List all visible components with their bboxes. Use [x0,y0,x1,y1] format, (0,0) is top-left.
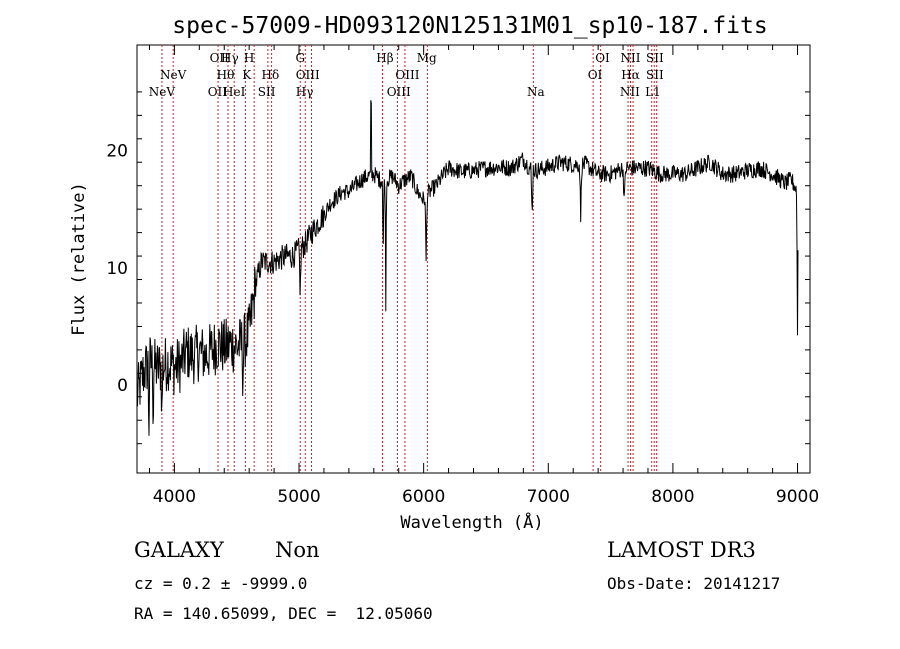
marker-label: Hγ [296,85,314,99]
survey-label: LAMOST DR3 [607,538,756,562]
x-axis: 4000 5000 6000 7000 8000 9000 [148,45,819,507]
x-tick-label: 6000 [402,487,445,507]
y-tick-label: 0 [117,376,128,396]
marker-label: NeV [149,85,176,99]
marker-label: HeI [223,85,246,99]
spectrum-chart: spec-57009-HD093120N125131M01_sp10-187.f… [69,13,819,533]
marker-label: H [244,51,254,65]
marker-label: K [242,68,252,82]
y-axis: 0 10 20 [106,91,810,445]
marker-label: OIII [296,68,320,82]
marker-label: G [295,51,305,65]
x-tick-label: 4000 [153,487,196,507]
marker-label: NII [620,85,640,99]
marker-label: Mg [417,51,437,65]
marker-label: SII [646,68,664,82]
class-label: GALAXY [134,538,224,562]
x-tick-label: 9000 [776,487,819,507]
redshift-line: cz = 0.2 ± -9999.0 [134,574,308,593]
x-axis-label: Wavelength (Å) [400,511,543,533]
x-tick-label: 8000 [651,487,694,507]
marker-label: NII [621,51,641,65]
marker-label: SII [258,85,276,99]
marker-label: SII [646,51,664,65]
marker-label: OI [595,51,610,65]
spectrum-line [136,100,799,436]
y-tick-label: 10 [106,259,128,279]
marker-label: Hθ [217,68,235,82]
marker-label: Hγ [221,51,239,65]
marker-label: OI [588,68,603,82]
marker-label: OII [210,51,230,65]
y-tick-label: 20 [106,142,128,162]
marker-label: OIII [387,85,411,99]
plot-frame [136,44,811,474]
subclass-label: Non [275,538,320,562]
obs-date: Obs-Date: 20141217 [607,574,781,593]
chart-title: spec-57009-HD093120N125131M01_sp10-187.f… [172,13,767,39]
y-axis-label: Flux (relative) [69,182,89,336]
marker-lines-group [161,45,658,473]
marker-label: Hδ [262,68,280,82]
marker-label: Na [527,85,545,99]
x-tick-label: 7000 [527,487,570,507]
marker-label: OIII [395,68,419,82]
coordinates-line: RA = 140.65099, DEC = 12.05060 [134,604,433,623]
x-tick-label: 5000 [277,487,320,507]
marker-label: OII [208,85,228,99]
marker-label: Hβ [376,51,393,65]
marker-label: NeV [160,68,187,82]
marker-label: L1 [645,85,661,99]
marker-label: Hα [621,68,640,82]
